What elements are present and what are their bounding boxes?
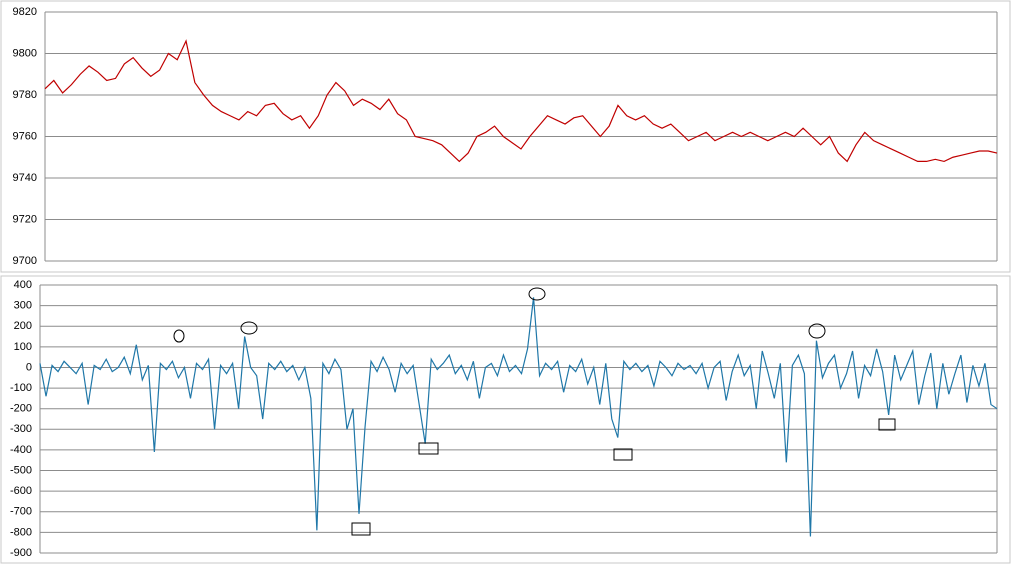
y-tick-label: -100 [10,382,32,394]
y-tick-label: 9700 [13,255,37,267]
y-tick-label: 9820 [13,6,37,18]
top-chart-frame [0,0,1011,273]
plots: 9700 9720 9740 9760 9780 9800 9820 -900 -800 -700… [10,6,998,559]
data-line [39,297,998,537]
y-tick-label: -500 [10,464,32,476]
y-tick-label: -900 [10,547,32,559]
y-tick-label: 200 [14,320,32,332]
y-tick-label: 9780 [13,89,37,101]
y-tick-label: -300 [10,423,32,435]
y-tick-label: -800 [10,526,32,538]
annotations [173,287,896,536]
y-tick-label: 100 [14,341,32,353]
y-tick-label: -700 [10,506,32,518]
y-tick-label: 9800 [13,47,37,59]
y-tick-label: -400 [10,444,32,456]
annotation-box [878,418,896,431]
y-tick-label: 9720 [13,213,37,225]
y-tick-label: 0 [26,361,32,373]
bottom-chart-frame [0,275,1011,564]
y-tick-label: 400 [14,279,32,291]
annotation-circle [173,329,185,343]
annotation-box [418,442,439,455]
y-tick-label: -200 [10,403,32,415]
annotation-circle [528,287,546,301]
y-tick-label: -600 [10,485,32,497]
annotation-circle [808,323,826,339]
annotation-box [613,448,633,461]
annotation-box [351,522,371,536]
y-tick-label: 9740 [13,172,37,184]
annotation-circle [240,321,258,335]
data-line [44,39,998,163]
y-tick-label: 300 [14,300,32,312]
y-tick-label: 9760 [13,130,37,142]
